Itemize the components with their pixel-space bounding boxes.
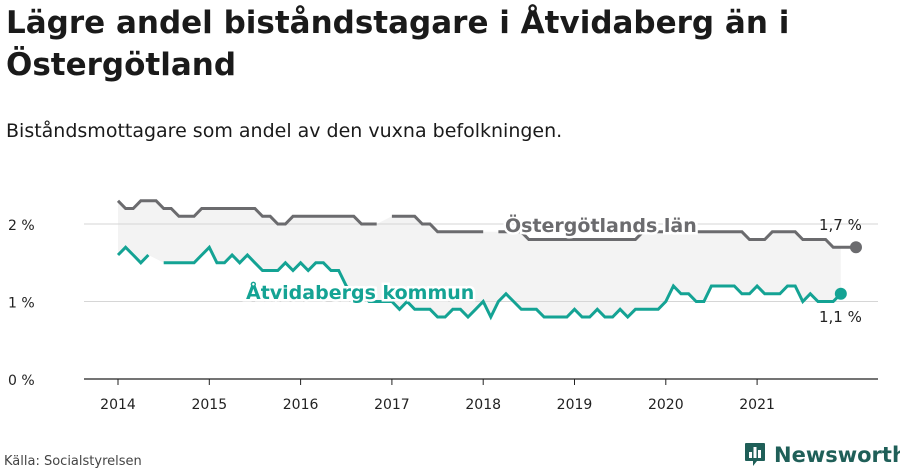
- chart-title: Lägre andel biståndstagare i Åtvidaberg …: [6, 5, 790, 83]
- series-end-label: 1,1 %: [819, 308, 862, 326]
- brand-name: Newsworthy: [774, 443, 900, 467]
- series-end-label: 1,7 %: [819, 216, 862, 234]
- x-tick-label: 2020: [648, 397, 684, 413]
- y-tick-label: 1 %: [8, 296, 35, 312]
- x-tick-label: 2017: [374, 397, 410, 413]
- y-tick-label: 2 %: [8, 218, 35, 234]
- series-line: [163, 244, 842, 321]
- series-name-label: Åtvidabergs kommun: [246, 280, 474, 304]
- range-band: [118, 200, 841, 317]
- x-tick-label: 2021: [739, 397, 775, 413]
- series-end-point: [849, 241, 862, 254]
- chart-subtitle: Biståndsmottagare som andel av den vuxna…: [6, 120, 563, 142]
- series-line: [116, 199, 377, 226]
- x-tick-label: 2018: [465, 397, 501, 413]
- series-name-label: Östergötlands län: [505, 213, 697, 237]
- series-lines: [116, 199, 862, 321]
- series-line: [391, 214, 484, 234]
- source-note: Källa: Socialstyrelsen: [4, 454, 142, 469]
- y-gridlines: 0 % 1 % 2 %: [8, 218, 878, 389]
- chart-labels: Östergötlands län Åtvidabergs kommun 1,7 %…: [244, 211, 862, 327]
- series-end-point: [834, 287, 847, 300]
- series-line: [116, 245, 150, 265]
- bar-chart-logo-icon: [745, 443, 765, 466]
- brand-logo[interactable]: Newsworthy: [744, 442, 900, 468]
- x-tick-label: 2019: [557, 397, 593, 413]
- y-tick-label: 0 %: [8, 373, 35, 389]
- x-tick-label: 2015: [191, 397, 227, 413]
- range-band-area: [118, 200, 841, 317]
- x-tick-label: 2016: [283, 397, 319, 413]
- x-axis: 2014 2015 2016 2017 2018 2019 2020 2021: [84, 378, 878, 413]
- x-tick-label: 2014: [100, 397, 136, 413]
- series-line: [498, 230, 856, 249]
